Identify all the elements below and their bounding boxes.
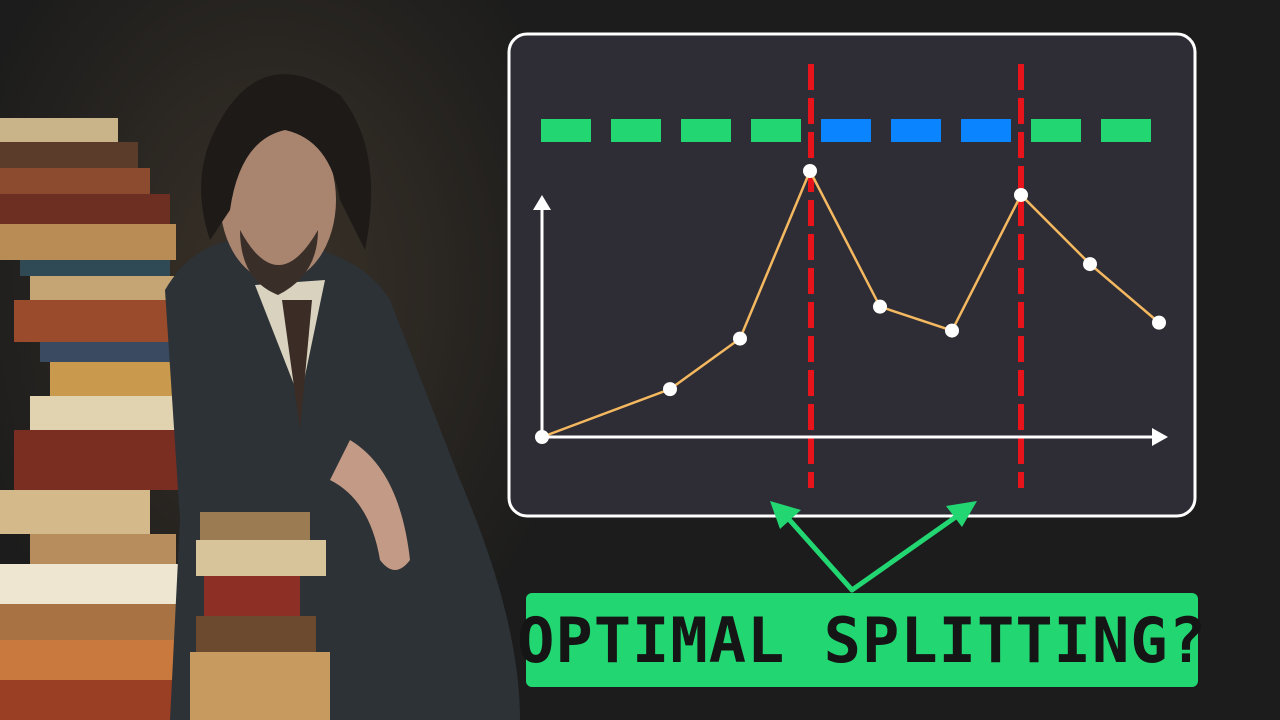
man-with-books-photo bbox=[0, 0, 540, 720]
series-point bbox=[1152, 315, 1166, 330]
segment-green bbox=[681, 119, 731, 142]
series-point bbox=[663, 382, 677, 397]
person-figure bbox=[165, 74, 520, 720]
pointer-arrows bbox=[770, 501, 977, 593]
caption-box: OPTIMAL SPLITTING? bbox=[517, 593, 1206, 687]
chart-panel bbox=[507, 32, 1197, 518]
arrow-right-shaft bbox=[849, 511, 963, 593]
segment-green bbox=[541, 119, 591, 142]
series-point bbox=[873, 299, 887, 314]
series-point bbox=[1014, 187, 1028, 202]
book-stack-right bbox=[190, 512, 330, 720]
arrow-right-head bbox=[946, 501, 977, 527]
series-point bbox=[535, 430, 549, 444]
series-point bbox=[733, 331, 747, 346]
segment-strip bbox=[541, 119, 1151, 142]
segment-blue bbox=[891, 119, 941, 142]
arrow-left-head bbox=[770, 501, 801, 529]
arrow-left-shaft bbox=[783, 513, 855, 593]
segment-green bbox=[611, 119, 661, 142]
axes bbox=[533, 195, 1168, 446]
series-point bbox=[945, 323, 959, 338]
split-lines bbox=[808, 64, 1024, 488]
series-points bbox=[535, 164, 1166, 444]
segment-green bbox=[1101, 119, 1151, 142]
caption-text: OPTIMAL SPLITTING? bbox=[517, 603, 1207, 677]
y-axis-arrowhead bbox=[533, 195, 551, 210]
series-point bbox=[803, 164, 817, 178]
segment-blue bbox=[821, 119, 871, 142]
segment-blue bbox=[961, 119, 1011, 142]
segment-green bbox=[751, 119, 801, 142]
segment-green bbox=[1031, 119, 1081, 142]
book-stack-left bbox=[0, 118, 210, 720]
x-axis-arrowhead bbox=[1152, 428, 1168, 446]
series-point bbox=[1083, 257, 1097, 272]
